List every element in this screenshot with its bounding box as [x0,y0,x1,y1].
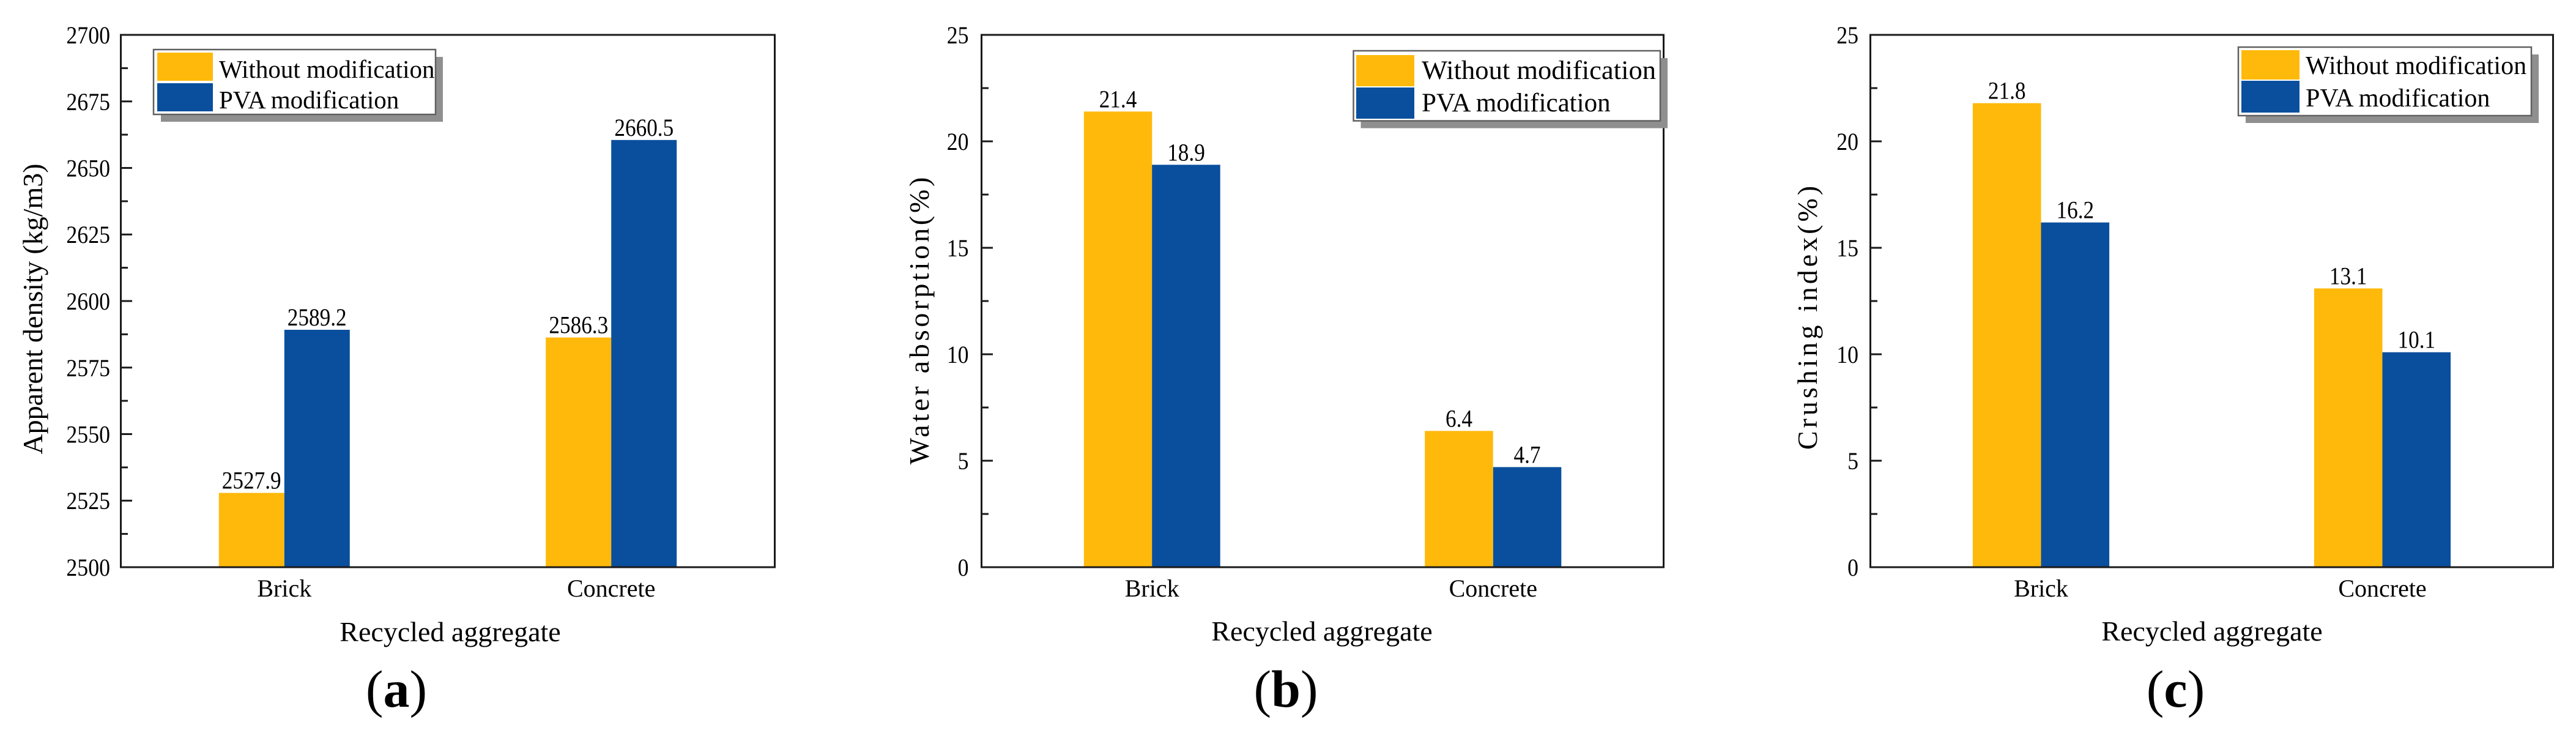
svg-text:15: 15 [947,234,969,262]
svg-text:2660.5: 2660.5 [614,114,674,141]
svg-text:4.7: 4.7 [1514,441,1541,468]
svg-text:2500: 2500 [66,554,110,581]
svg-text:20: 20 [947,128,969,155]
svg-text:5: 5 [1847,447,1858,475]
svg-text:(a): (a) [366,660,427,718]
svg-text:21.4: 21.4 [1099,85,1137,113]
svg-text:0: 0 [958,554,969,581]
svg-text:(b): (b) [1253,660,1318,718]
svg-text:(c): (c) [2147,660,2205,718]
svg-text:15: 15 [1836,234,1858,262]
svg-text:Recycled aggregate: Recycled aggregate [340,616,560,647]
svg-text:PVA modification: PVA modification [2306,84,2490,113]
svg-text:PVA modification: PVA modification [1422,89,1611,117]
svg-text:Without modification: Without modification [2306,52,2526,80]
svg-text:10: 10 [947,341,969,368]
svg-text:16.2: 16.2 [2057,196,2095,224]
svg-text:21.8: 21.8 [1988,77,2026,105]
svg-text:2527.9: 2527.9 [222,467,281,494]
svg-text:Concrete: Concrete [1449,575,1537,602]
svg-text:Without modification: Without modification [219,55,434,83]
svg-text:2625: 2625 [66,221,110,248]
svg-text:25: 25 [947,21,969,49]
svg-text:2600: 2600 [66,288,110,315]
svg-text:Water absorption(%): Water absorption(%) [904,174,935,465]
svg-text:20: 20 [1836,128,1858,155]
svg-text:2586.3: 2586.3 [549,311,608,339]
svg-text:2525: 2525 [66,487,110,515]
svg-text:2700: 2700 [66,21,110,49]
svg-text:Apparent density (kg/m3): Apparent density (kg/m3) [17,163,48,454]
svg-text:Concrete: Concrete [2338,575,2426,602]
svg-text:5: 5 [958,447,969,475]
svg-text:2650: 2650 [66,155,110,182]
svg-text:Recycled aggregate: Recycled aggregate [1211,616,1432,647]
svg-text:2675: 2675 [66,88,110,116]
svg-text:Brick: Brick [1125,575,1179,602]
svg-text:Brick: Brick [2014,575,2068,602]
svg-text:2575: 2575 [66,354,110,382]
svg-text:Recycled aggregate: Recycled aggregate [2101,616,2322,647]
svg-text:Without modification: Without modification [1422,56,1656,85]
svg-text:6.4: 6.4 [1446,404,1472,432]
svg-text:2589.2: 2589.2 [288,303,347,331]
svg-text:Concrete: Concrete [567,575,655,602]
svg-text:Crushing index(%): Crushing index(%) [1792,183,1823,450]
svg-text:0: 0 [1847,554,1858,581]
svg-text:2550: 2550 [66,421,110,448]
svg-text:18.9: 18.9 [1167,138,1205,166]
svg-text:PVA modification: PVA modification [219,86,399,114]
svg-text:13.1: 13.1 [2329,262,2367,289]
svg-text:10.1: 10.1 [2398,326,2436,354]
svg-text:Brick: Brick [257,575,311,602]
svg-text:25: 25 [1836,21,1858,49]
svg-text:10: 10 [1836,341,1858,368]
